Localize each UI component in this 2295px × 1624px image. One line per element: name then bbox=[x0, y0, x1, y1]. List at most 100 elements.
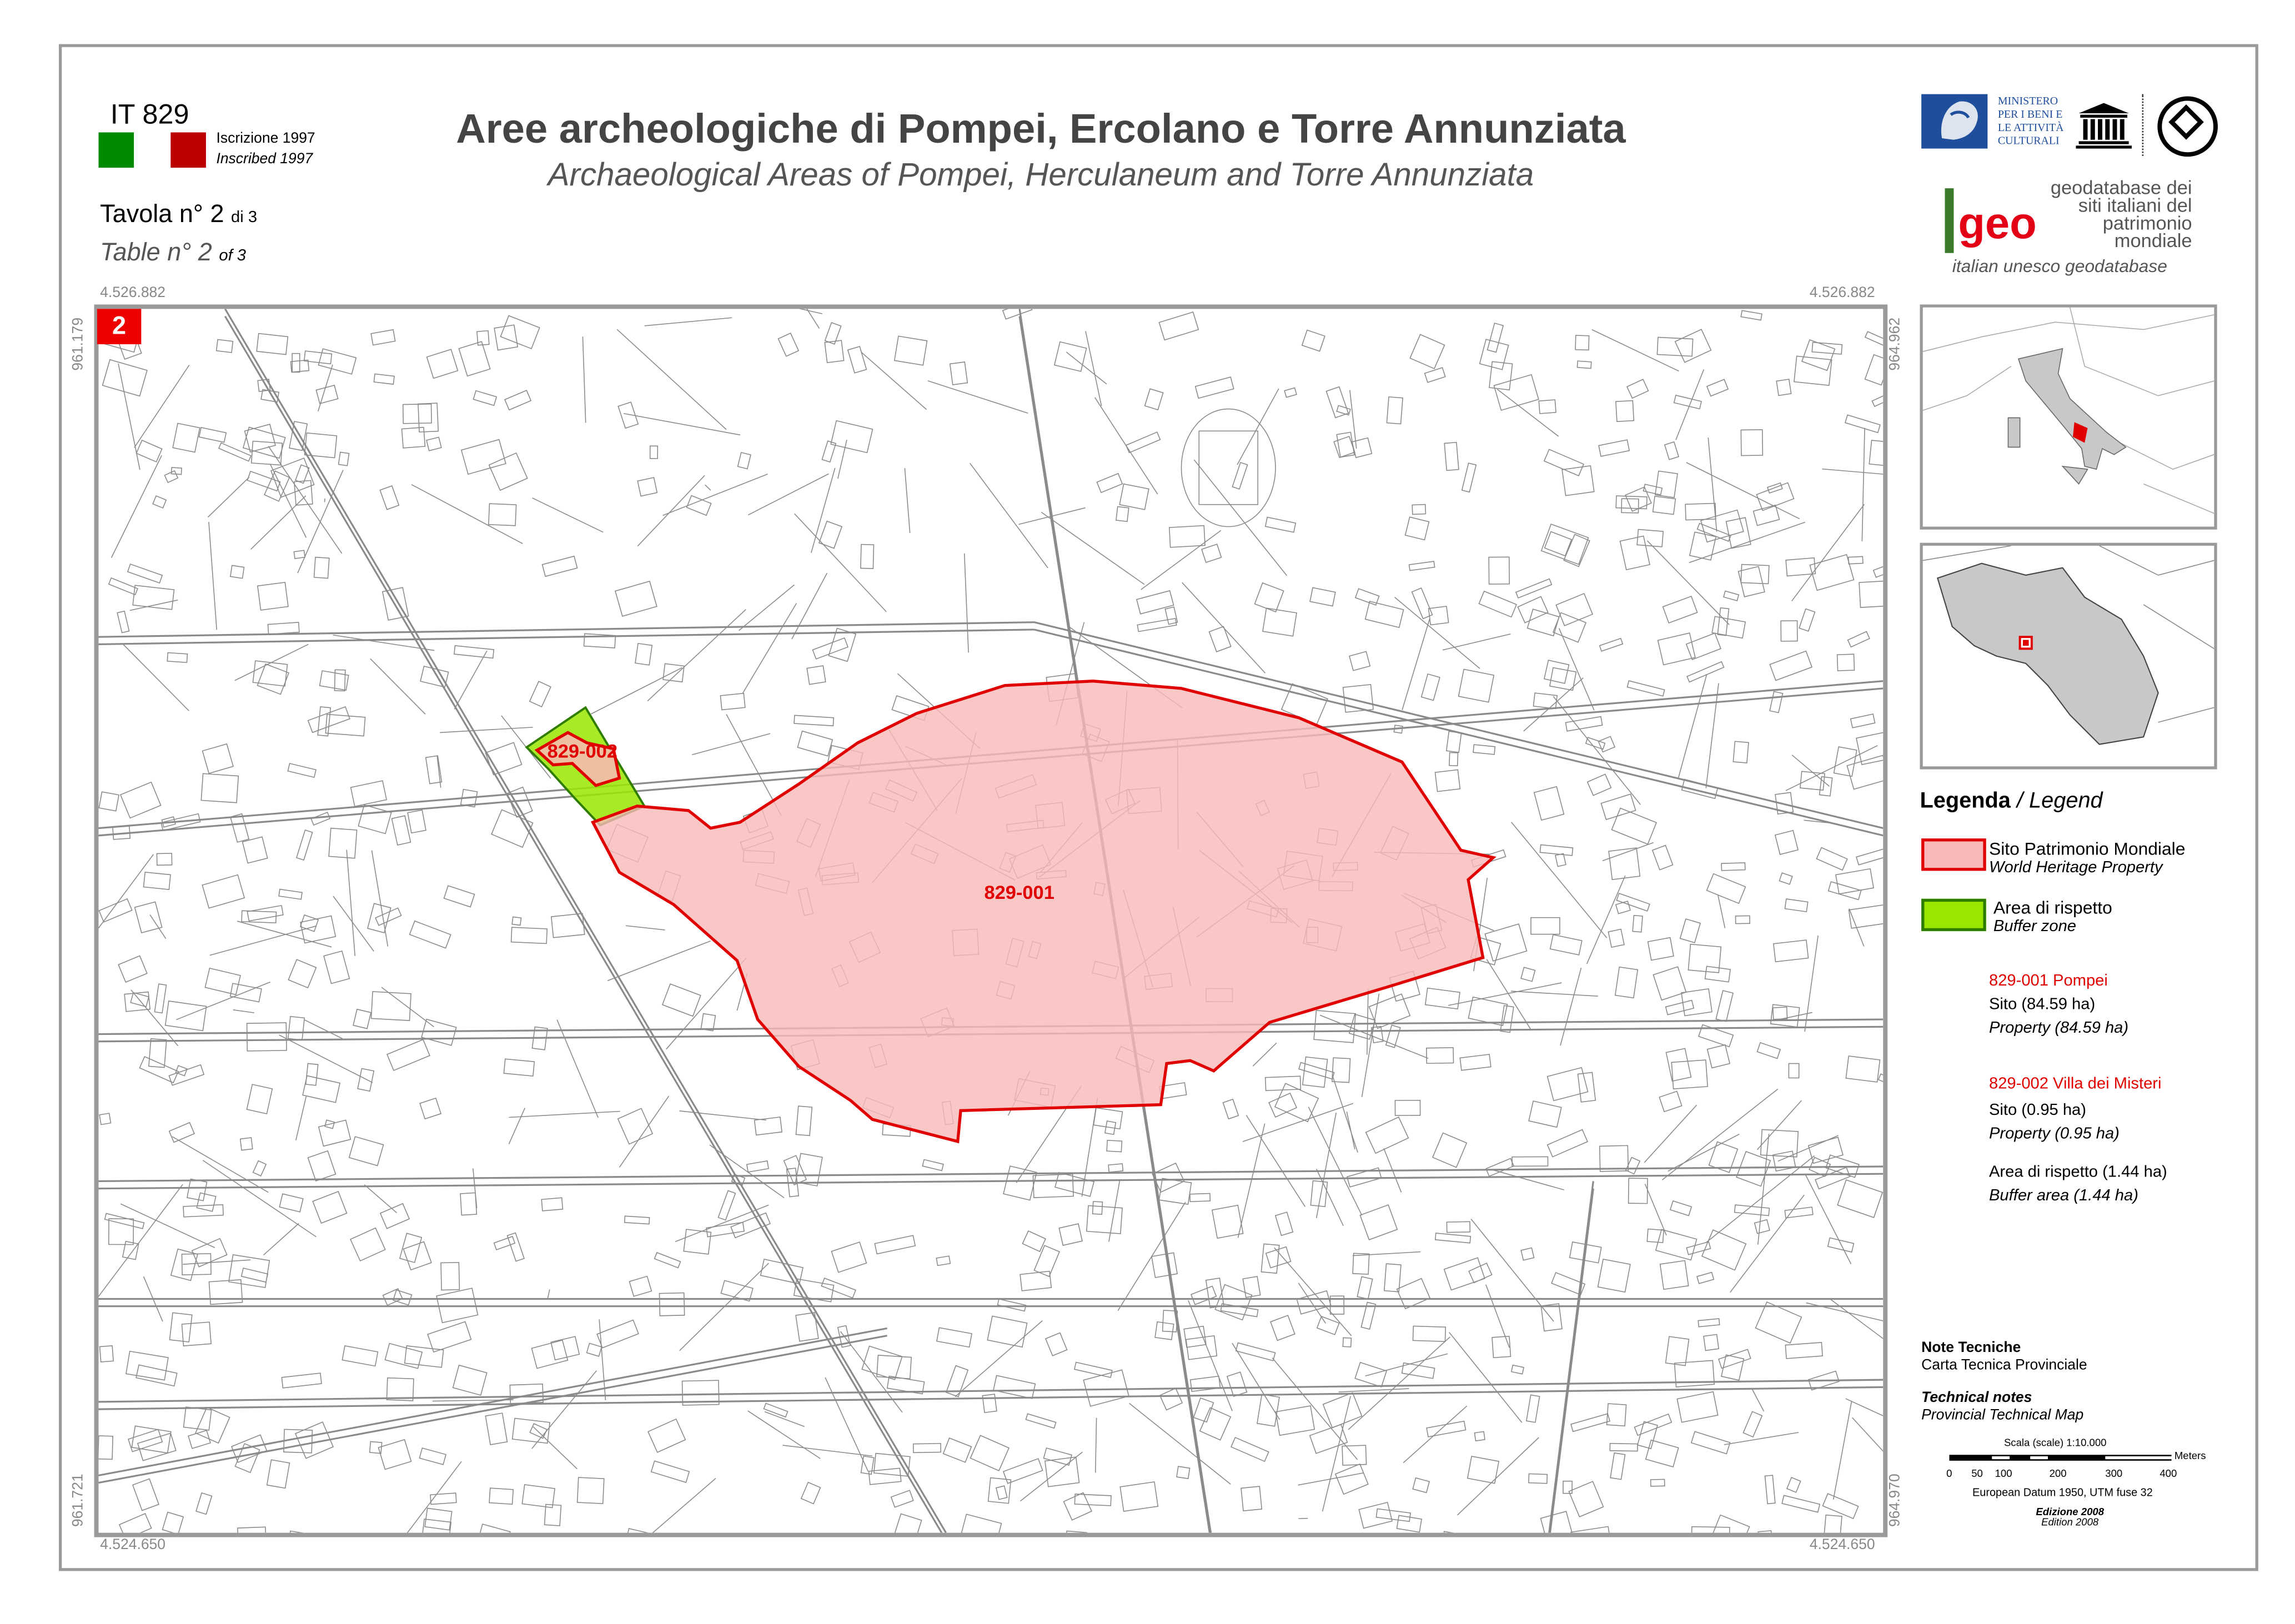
basemap-feature bbox=[1383, 1148, 1402, 1193]
basemap-feature bbox=[786, 1168, 800, 1198]
basemap-feature bbox=[1349, 390, 1357, 449]
basemap-feature bbox=[476, 1524, 511, 1533]
basemap-feature bbox=[1396, 1515, 1423, 1533]
basemap-feature bbox=[1599, 1145, 1629, 1172]
sheet-number-it: Tavola n° 2 di 3 bbox=[100, 200, 257, 229]
basemap-feature bbox=[270, 464, 307, 538]
basemap-feature bbox=[893, 335, 928, 366]
basemap-feature bbox=[1775, 792, 1794, 815]
basemap-feature bbox=[152, 495, 167, 509]
basemap-feature bbox=[295, 829, 313, 861]
basemap-feature bbox=[995, 1485, 1008, 1500]
basemap-feature bbox=[407, 809, 426, 834]
basemap-feature bbox=[1426, 1047, 1454, 1064]
main-map[interactable] bbox=[94, 304, 1888, 1537]
basemap-feature bbox=[170, 1248, 198, 1281]
basemap-feature bbox=[1181, 408, 1276, 527]
basemap-feature bbox=[649, 445, 659, 459]
basemap-feature bbox=[1176, 1466, 1191, 1480]
basemap-feature bbox=[1645, 1439, 1679, 1467]
basemap-feature bbox=[1151, 1252, 1178, 1278]
basemap-feature bbox=[1319, 1014, 1429, 1059]
basemap-feature bbox=[1548, 1181, 1594, 1533]
basemap-feature bbox=[1540, 1511, 1574, 1533]
legend-title: Legenda / Legend bbox=[1920, 788, 2102, 813]
basemap-feature bbox=[1064, 1530, 1088, 1533]
basemap-feature bbox=[1119, 1481, 1159, 1512]
basemap-feature bbox=[1394, 597, 1480, 669]
basemap-feature bbox=[371, 850, 389, 947]
basemap-feature bbox=[1073, 1361, 1113, 1378]
basemap-feature bbox=[1041, 511, 1145, 585]
basemap-feature bbox=[1632, 914, 1643, 933]
basemap-feature bbox=[1002, 1458, 1043, 1484]
basemap-feature bbox=[1538, 399, 1556, 414]
basemap-feature bbox=[1852, 1417, 1884, 1452]
basemap-feature bbox=[1054, 1172, 1095, 1197]
basemap-feature bbox=[98, 1386, 1884, 1410]
basemap-feature bbox=[619, 1095, 670, 1168]
basemap-feature bbox=[1625, 486, 1652, 512]
basemap-feature bbox=[1807, 1370, 1840, 1391]
basemap-feature bbox=[1799, 608, 1816, 632]
basemap-feature bbox=[1830, 1299, 1884, 1339]
basemap-feature bbox=[747, 1410, 821, 1459]
basemap-feature bbox=[207, 476, 250, 518]
property-829-002[interactable] bbox=[534, 731, 621, 787]
basemap-feature bbox=[831, 1241, 867, 1273]
basemap-feature bbox=[892, 1513, 922, 1533]
basemap-feature bbox=[1591, 329, 1679, 372]
basemap-feature bbox=[319, 670, 349, 691]
basemap-feature bbox=[1793, 355, 1832, 386]
basemap-feature bbox=[292, 353, 300, 373]
basemap-feature bbox=[460, 1192, 478, 1216]
basemap-feature bbox=[647, 1418, 686, 1453]
basemap-feature bbox=[1752, 504, 1780, 526]
basemap-feature bbox=[1652, 496, 1676, 515]
basemap-feature bbox=[137, 1432, 177, 1461]
basemap-feature bbox=[1412, 1325, 1447, 1343]
basemap-feature bbox=[583, 633, 616, 648]
basemap-feature bbox=[654, 1251, 681, 1269]
basemap-feature bbox=[1757, 1133, 1770, 1245]
basemap-feature bbox=[847, 346, 867, 374]
basemap-feature bbox=[1609, 1443, 1638, 1452]
basemap-feature bbox=[399, 1233, 423, 1263]
basemap-feature bbox=[1205, 1278, 1224, 1309]
basemap-feature bbox=[1540, 523, 1589, 565]
basemap-feature bbox=[1757, 1530, 1773, 1533]
basemap-feature bbox=[963, 553, 969, 653]
property-829-001[interactable] bbox=[590, 680, 1496, 1144]
basemap-feature bbox=[1515, 578, 1553, 599]
basemap-feature bbox=[328, 827, 358, 859]
basemap-feature bbox=[1565, 716, 1603, 732]
basemap-feature bbox=[506, 1232, 525, 1262]
basemap-feature bbox=[821, 1278, 856, 1299]
basemap-feature bbox=[1242, 1103, 1354, 1142]
basemap-feature bbox=[1598, 439, 1630, 457]
component-site-it: Sito (0.95 ha) bbox=[1988, 1102, 2086, 1120]
basemap-feature bbox=[1600, 793, 1636, 821]
basemap-feature bbox=[1426, 1420, 1467, 1437]
basemap-feature bbox=[1616, 892, 1650, 912]
basemap-feature bbox=[706, 1221, 745, 1238]
basemap-feature bbox=[1659, 1260, 1689, 1290]
basemap-feature bbox=[370, 329, 396, 346]
basemap-feature bbox=[652, 1478, 716, 1533]
basemap-feature bbox=[1825, 1154, 1860, 1178]
basemap-feature bbox=[313, 556, 330, 579]
basemap-feature bbox=[132, 585, 175, 610]
basemap-feature bbox=[1698, 1024, 1734, 1048]
basemap-feature bbox=[1575, 335, 1590, 351]
basemap-feature bbox=[1198, 430, 1259, 505]
basemap-feature bbox=[607, 941, 711, 982]
basemap-feature bbox=[382, 1288, 403, 1306]
basemap-feature bbox=[1152, 1162, 1185, 1193]
basemap-feature bbox=[129, 599, 178, 611]
component-site-en: Property (84.59 ha) bbox=[1988, 1019, 2129, 1037]
basemap-feature bbox=[1597, 1258, 1631, 1293]
basemap-feature bbox=[1164, 606, 1178, 625]
basemap-feature bbox=[181, 1321, 212, 1346]
basemap-feature bbox=[1643, 484, 1663, 496]
basemap-feature bbox=[679, 1110, 767, 1121]
